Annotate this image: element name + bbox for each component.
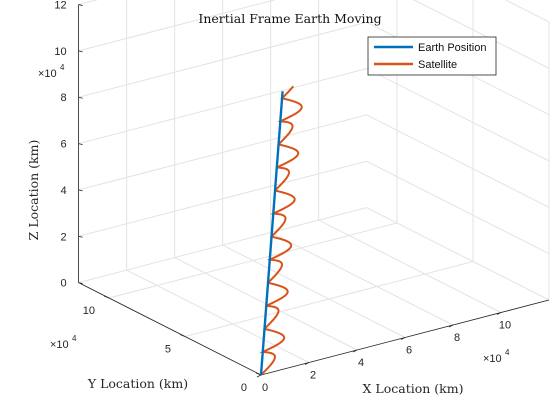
- grid-line: [78, 114, 367, 191]
- x-tick-mark: [352, 349, 358, 353]
- grid-lines: [78, 0, 550, 376]
- y-tick-label: 0: [241, 382, 247, 394]
- z-axis-label: Z Location (km): [26, 140, 41, 241]
- z-tick-label: 6: [60, 139, 66, 151]
- axes-box: [78, 4, 550, 378]
- x-tick-label: 2: [310, 370, 316, 382]
- x-tick-label: 4: [358, 357, 364, 369]
- grid-line: [366, 160, 550, 255]
- x-tick-mark: [304, 362, 310, 365]
- grid-line: [222, 244, 406, 338]
- svg-text:×10: ×10: [38, 68, 57, 80]
- z-tick-label: 0: [60, 278, 66, 290]
- z-tick-mark: [78, 235, 83, 238]
- legend-box: [367, 36, 497, 76]
- grid-line: [270, 232, 454, 326]
- grid-line: [78, 68, 367, 145]
- z-exponent: ×10 4: [38, 63, 65, 80]
- z-tick-mark: [78, 143, 83, 145]
- svg-text:×10: ×10: [483, 353, 502, 365]
- x-tick-mark: [256, 374, 262, 378]
- y-exponent: ×10 4: [50, 334, 77, 351]
- grid-line: [108, 222, 398, 299]
- z-tick-label: 10: [54, 46, 66, 58]
- svg-text:4: 4: [72, 334, 77, 343]
- grid-line: [366, 114, 550, 208]
- grid-line: [413, 0, 550, 69]
- z-tick-label: 2: [60, 231, 66, 243]
- legend: Earth Position Satellite: [367, 36, 497, 76]
- chart-title: Inertial Frame Earth Moving: [198, 11, 381, 26]
- grid-line: [318, 219, 502, 313]
- y-tick-mark: [103, 295, 110, 299]
- z-tick-label: 8: [60, 92, 66, 104]
- grid-line: [78, 160, 367, 237]
- x-exponent: ×10 4: [483, 348, 510, 365]
- z-tick-mark: [78, 96, 83, 99]
- grid-line: [366, 68, 550, 162]
- y-tick-label: 10: [83, 305, 95, 317]
- plot-area: [259, 85, 303, 376]
- x-tick-label: 0: [262, 382, 268, 394]
- grid-line: [504, 0, 550, 23]
- y-axis-label: Y Location (km): [87, 376, 188, 391]
- z-tick-mark: [78, 4, 83, 6]
- grid-line: [78, 0, 277, 52]
- grid-line: [184, 261, 474, 337]
- svg-text:×10: ×10: [50, 339, 69, 351]
- grid-line: [366, 207, 550, 301]
- x-tick-label: 8: [454, 332, 460, 344]
- series-satellite-line: [259, 85, 303, 376]
- series-earth-position-line: [259, 91, 284, 376]
- tick-labels: 0 2 4 6 8 10 0 5 10 0 2 4 6 8 10 12: [54, 0, 511, 394]
- x-tick-label: 6: [406, 345, 412, 357]
- x-tick-mark: [400, 337, 406, 340]
- y-tick-mark: [179, 334, 186, 337]
- x-tick-mark: [448, 324, 454, 328]
- legend-label-earth: Earth Position: [418, 42, 486, 54]
- z-tick-label: 12: [54, 0, 66, 12]
- z-tick-mark: [78, 189, 83, 192]
- x-tick-mark: [496, 312, 502, 315]
- svg-text:4: 4: [505, 348, 510, 357]
- z-tick-label: 4: [60, 185, 66, 197]
- grid-line: [78, 21, 367, 98]
- svg-text:4: 4: [60, 63, 65, 72]
- x-tick-label: 10: [499, 320, 511, 332]
- z-tick-mark: [78, 50, 83, 53]
- x-axis-label: X Location (km): [363, 381, 464, 396]
- grid-line: [126, 269, 310, 363]
- y-tick-label: 5: [165, 344, 171, 356]
- z-tick-mark: [78, 282, 83, 284]
- legend-label-satellite: Satellite: [418, 59, 457, 71]
